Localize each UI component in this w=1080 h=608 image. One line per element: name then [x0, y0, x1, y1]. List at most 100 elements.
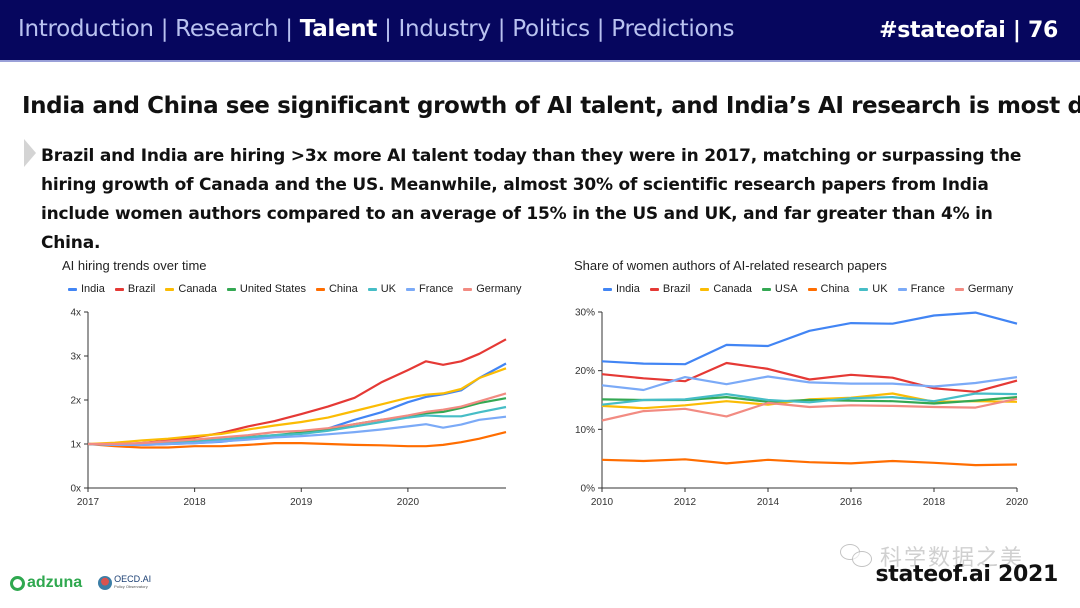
y-tick-label: 30% — [575, 308, 595, 319]
legend-label: USA — [774, 283, 798, 295]
legend-item-germany: Germany — [463, 283, 522, 295]
y-tick-label: 2x — [70, 396, 81, 407]
legend-label: India — [616, 283, 640, 295]
top-navigation-bar: Introduction | Research | Talent | Indus… — [0, 0, 1080, 62]
legend-label: China — [328, 283, 358, 295]
legend-label: Germany — [476, 283, 522, 295]
series-line-china — [87, 431, 507, 449]
legend-swatch — [165, 287, 175, 291]
series-line-india — [601, 311, 1018, 366]
legend-swatch — [463, 287, 473, 291]
oecd-logo-subtext: Policy Observatory — [114, 584, 148, 589]
slide-tag: #stateofai | 76 — [879, 18, 1058, 43]
y-tick-label: 3x — [70, 352, 81, 363]
legend-swatch — [406, 287, 415, 291]
chart-title-women-authors: Share of women authors of AI-related res… — [574, 258, 887, 273]
legend-swatch — [700, 287, 710, 291]
legend-item-france: France — [406, 283, 453, 295]
series-line-china — [601, 458, 1018, 467]
legend-label: United States — [239, 283, 306, 295]
oecd-logo-text: OECD.AI — [114, 574, 152, 584]
chart-legend-hiring: India Brazil Canada United States China UK Fra… — [68, 283, 522, 295]
chart-legend-women-authors: India Brazil Canada USA China UK France Germany — [603, 283, 1013, 295]
series-line-germany — [88, 392, 507, 446]
nav-separator: | — [589, 16, 612, 42]
x-tick-label: 2019 — [290, 497, 313, 508]
legend-label: France — [910, 283, 945, 295]
bullet-arrow-icon — [24, 139, 36, 167]
legend-item-germany: Germany — [954, 283, 1014, 295]
legend-swatch — [954, 287, 964, 291]
y-tick-label: 4x — [70, 308, 81, 319]
series-line-germany — [601, 397, 1018, 422]
legend-item-france: France — [897, 283, 945, 295]
x-tick-label: 2020 — [1006, 497, 1029, 508]
x-tick-label: 2014 — [757, 497, 780, 508]
y-tick-label: 10% — [575, 425, 595, 436]
legend-swatch — [114, 287, 124, 291]
x-tick-label: 2012 — [674, 497, 697, 508]
legend-item-uk: UK — [859, 283, 888, 295]
legend-label: UK — [380, 283, 396, 295]
adzuna-mark-icon — [10, 575, 25, 591]
nav-item-industry[interactable]: Industry — [398, 16, 492, 42]
legend-label: UK — [872, 283, 888, 295]
wechat-icon — [840, 544, 874, 568]
legend-item-usa: USA — [761, 283, 798, 295]
legend-swatch — [897, 287, 907, 291]
y-tick-label: 20% — [575, 366, 595, 377]
y-tick-label: 0% — [581, 484, 596, 495]
x-tick-label: 2018 — [184, 497, 207, 508]
adzuna-logo-text: adzuna — [27, 574, 83, 591]
legend-label: Canada — [178, 283, 217, 295]
watermark-text: 科学数据之美 — [880, 546, 1025, 571]
legend-item-china: China — [807, 283, 849, 295]
legend-label: India — [81, 283, 105, 295]
slide-body-text: Brazil and India are hiring >3x more AI … — [41, 146, 1022, 253]
section-nav: Introduction | Research | Talent | Indus… — [18, 16, 735, 42]
nav-item-research[interactable]: Research — [175, 16, 279, 42]
x-tick-label: 2010 — [591, 497, 614, 508]
nav-separator: | — [153, 16, 176, 42]
series-line-uk — [601, 392, 1018, 406]
x-tick-label: 2017 — [77, 497, 100, 508]
legend-item-india: India — [68, 283, 105, 295]
legend-swatch — [603, 287, 612, 291]
nav-separator: | — [278, 16, 300, 42]
nav-item-talent[interactable]: Talent — [299, 16, 378, 42]
nav-separator: | — [377, 16, 399, 42]
legend-item-united-states: United States — [226, 283, 306, 295]
oecd-ai-logo: OECD.AI Policy Observatory — [98, 575, 151, 591]
nav-item-predictions[interactable]: Predictions — [611, 16, 735, 42]
watermark: 科学数据之美 — [840, 540, 1024, 572]
legend-swatch — [68, 287, 77, 291]
legend-label: Brazil — [662, 283, 691, 295]
adzuna-logo: adzuna — [10, 574, 82, 592]
legend-swatch — [807, 287, 817, 291]
nav-separator: | — [490, 16, 513, 42]
legend-item-brazil: Brazil — [114, 283, 156, 295]
legend-label: Germany — [967, 283, 1014, 295]
legend-item-canada: Canada — [165, 283, 217, 295]
series-line-canada — [87, 367, 507, 446]
chart-title-hiring: AI hiring trends over time — [62, 258, 207, 273]
legend-label: Brazil — [127, 283, 156, 295]
nav-item-introduction[interactable]: Introduction — [18, 16, 154, 42]
slide-headline: India and China see significant growth o… — [22, 93, 1080, 119]
legend-label: France — [419, 283, 454, 295]
y-tick-label: 0x — [70, 484, 81, 495]
oecd-globe-icon — [98, 576, 113, 590]
legend-item-india: India — [603, 283, 640, 295]
x-tick-label: 2018 — [923, 497, 946, 508]
legend-item-canada: Canada — [700, 283, 752, 295]
x-tick-label: 2020 — [397, 497, 420, 508]
x-tick-label: 2016 — [840, 497, 863, 508]
series-line-brazil — [601, 361, 1018, 393]
legend-swatch — [649, 287, 659, 291]
legend-swatch — [226, 287, 236, 291]
legend-item-china: China — [315, 283, 358, 295]
legend-item-brazil: Brazil — [649, 283, 691, 295]
legend-swatch — [315, 287, 325, 291]
nav-item-politics[interactable]: Politics — [512, 16, 590, 42]
